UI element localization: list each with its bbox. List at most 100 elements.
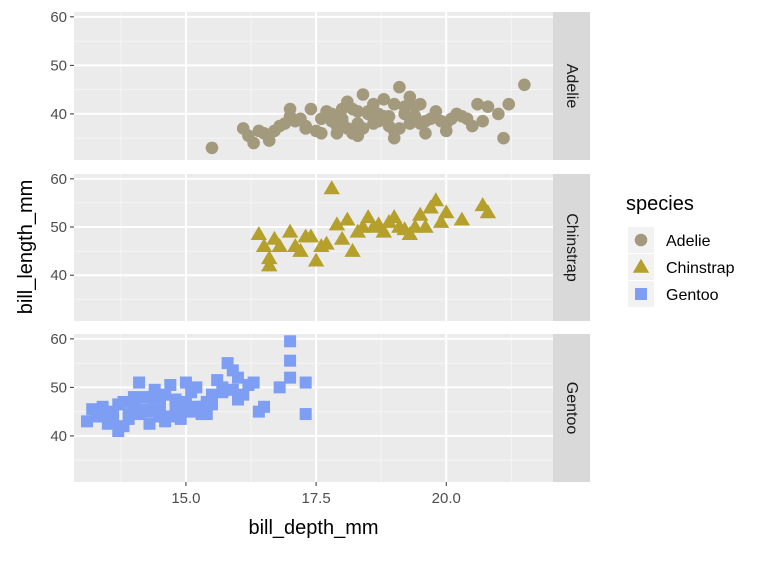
data-point-adelie — [419, 114, 432, 128]
data-point-adelie — [335, 102, 349, 116]
panel-chinstrap: 40 50 60 Chinstrap — [50, 171, 590, 321]
data-point-adelie — [299, 119, 312, 133]
data-point-adelie — [330, 127, 344, 140]
data-point-gentoo — [226, 383, 239, 396]
panel-background — [74, 174, 553, 321]
data-point-chinstrap — [344, 242, 361, 257]
data-point-gentoo — [81, 415, 94, 428]
data-point-adelie — [351, 105, 365, 118]
series-gentoo — [81, 335, 312, 438]
data-point-adelie — [460, 112, 474, 126]
data-point-adelie — [377, 110, 391, 123]
data-point-chinstrap — [250, 226, 268, 240]
data-point-adelie — [518, 78, 531, 92]
data-point-gentoo — [195, 408, 208, 421]
panel-gentoo: 40 50 60 Gentoo — [50, 331, 590, 482]
data-point-chinstrap — [453, 211, 471, 226]
legend-label-adelie: Adelie — [666, 233, 711, 250]
data-point-gentoo — [133, 376, 146, 389]
data-point-adelie — [408, 100, 422, 113]
data-point-gentoo — [169, 393, 182, 406]
strip-label-chinstrap: Chinstrap — [563, 213, 580, 282]
data-point-chinstrap — [359, 209, 377, 224]
y-tick-label: 60 — [50, 171, 67, 188]
legend-key-adelie — [634, 233, 648, 247]
x-tick-label: 15.0 — [171, 490, 200, 507]
y-tick-label: 60 — [50, 331, 67, 348]
data-point-gentoo — [205, 388, 218, 401]
data-point-chinstrap — [479, 204, 497, 219]
data-point-gentoo — [232, 393, 245, 406]
data-point-adelie — [439, 124, 453, 138]
legend-key-gentoo — [635, 288, 647, 300]
data-point-adelie — [419, 127, 432, 140]
data-point-gentoo — [273, 381, 286, 394]
data-point-adelie — [377, 93, 391, 106]
data-point-adelie — [273, 119, 286, 133]
data-point-chinstrap — [255, 238, 273, 253]
data-point-gentoo — [179, 395, 192, 408]
data-point-adelie — [445, 112, 458, 126]
data-point-chinstrap — [417, 218, 434, 233]
data-point-gentoo — [107, 415, 120, 428]
data-point-chinstrap — [307, 252, 325, 267]
legend: species Adelie Chinstrap Gentoo — [626, 193, 735, 307]
data-point-adelie — [393, 122, 406, 135]
data-point-chinstrap — [432, 213, 450, 228]
legend-label-gentoo: Gentoo — [666, 287, 719, 304]
data-point-chinstrap — [427, 192, 445, 207]
data-point-chinstrap — [281, 223, 299, 238]
data-point-adelie — [403, 90, 417, 104]
series-chinstrap — [250, 180, 497, 272]
data-point-adelie — [398, 100, 411, 113]
data-point-gentoo — [143, 417, 156, 430]
data-point-gentoo — [153, 410, 166, 423]
legend-entry-adelie: Adelie — [628, 227, 711, 253]
data-point-chinstrap — [406, 218, 424, 233]
data-point-chinstrap — [323, 180, 340, 195]
data-point-gentoo — [205, 398, 218, 411]
data-point-adelie — [356, 88, 370, 101]
data-point-chinstrap — [396, 221, 413, 236]
x-tick-label: 17.5 — [302, 490, 331, 507]
data-point-gentoo — [164, 410, 177, 423]
x-tick-label: 20.0 — [432, 490, 461, 507]
y-tick-label: 40 — [50, 428, 67, 445]
data-point-gentoo — [299, 376, 312, 389]
legend-label-chinstrap: Chinstrap — [666, 260, 735, 277]
data-point-gentoo — [164, 378, 177, 391]
data-point-gentoo — [179, 376, 192, 389]
data-point-chinstrap — [261, 250, 278, 265]
legend-key-chinstrap — [632, 258, 650, 273]
data-point-adelie — [283, 102, 297, 116]
legend-entry-gentoo: Gentoo — [628, 281, 719, 307]
strip-label-gentoo: Gentoo — [563, 382, 580, 435]
data-point-adelie — [481, 100, 495, 113]
data-point-adelie — [325, 114, 339, 128]
data-point-gentoo — [148, 388, 161, 401]
data-point-chinstrap — [339, 211, 356, 226]
data-point-gentoo — [190, 381, 203, 394]
x-axis-title: bill_depth_mm — [248, 517, 378, 539]
data-point-adelie — [367, 97, 380, 111]
data-point-gentoo — [127, 391, 140, 404]
facet-panels: 40 50 60 Adelie 40 50 60 Chinstrap 40 50 60 Gentoo — [50, 9, 590, 482]
data-point-adelie — [341, 122, 354, 135]
data-point-gentoo — [284, 335, 297, 348]
data-point-adelie — [361, 107, 375, 121]
y-tick-label: 50 — [50, 57, 67, 74]
data-point-adelie — [387, 131, 401, 145]
y-tick-label: 60 — [50, 9, 67, 26]
strip-adelie — [553, 12, 590, 160]
legend-title: species — [626, 193, 694, 215]
data-point-adelie — [205, 141, 219, 155]
data-point-chinstrap — [422, 199, 439, 214]
data-point-gentoo — [91, 405, 104, 418]
data-point-adelie — [236, 122, 250, 135]
data-point-gentoo — [185, 405, 198, 418]
data-point-gentoo — [226, 364, 239, 377]
strip-chinstrap — [553, 174, 590, 321]
legend-entry-chinstrap: Chinstrap — [628, 254, 735, 280]
data-point-chinstrap — [328, 216, 346, 231]
